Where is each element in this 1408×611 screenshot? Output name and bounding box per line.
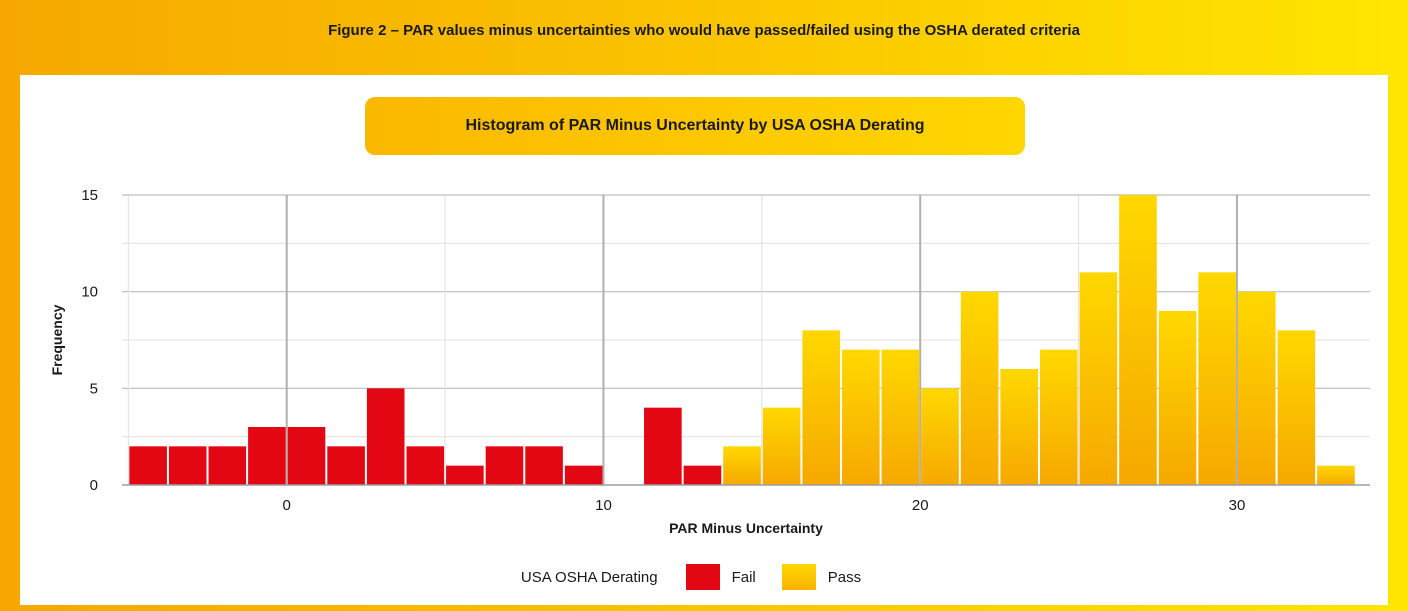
x-tick-label: 20 bbox=[912, 497, 929, 514]
bar-pass bbox=[1277, 330, 1316, 485]
bar-fail bbox=[485, 446, 524, 485]
legend-item-pass: Pass bbox=[781, 564, 862, 590]
x-tick-label: 10 bbox=[595, 497, 612, 514]
bar-pass bbox=[1119, 195, 1157, 485]
legend-swatch-pass bbox=[781, 564, 816, 590]
bar-pass bbox=[1237, 291, 1276, 485]
bar-fail bbox=[446, 465, 484, 485]
figure-caption: Figure 2 – PAR values minus uncertaintie… bbox=[328, 22, 1080, 39]
bar-fail bbox=[564, 465, 603, 485]
x-axis-title: PAR Minus Uncertainty bbox=[669, 520, 823, 536]
x-tick-label: 0 bbox=[283, 497, 291, 514]
legend-item-fail: Fail bbox=[685, 564, 756, 590]
bar-fail bbox=[248, 427, 286, 485]
bar-pass bbox=[1039, 349, 1078, 485]
bar-pass bbox=[802, 330, 841, 485]
bar-pass bbox=[921, 388, 959, 485]
legend-label-fail: Fail bbox=[731, 568, 756, 586]
bar-fail bbox=[208, 446, 247, 485]
y-tick-label: 15 bbox=[81, 187, 98, 204]
bar-pass bbox=[881, 349, 920, 485]
bar-fail bbox=[683, 465, 722, 485]
bars bbox=[129, 195, 1355, 485]
bar-pass bbox=[1000, 369, 1038, 485]
bar-pass bbox=[1317, 465, 1355, 485]
bar-pass bbox=[1198, 272, 1236, 485]
bar-pass bbox=[723, 446, 761, 485]
legend-swatch-fail bbox=[685, 564, 720, 590]
y-axis-title: Frequency bbox=[49, 304, 65, 375]
bar-fail bbox=[327, 446, 365, 485]
bar-fail bbox=[168, 446, 207, 485]
bar-pass bbox=[1079, 272, 1118, 485]
bar-fail bbox=[644, 407, 682, 485]
bar-pass bbox=[1158, 311, 1197, 485]
chart-panel: Histogram of PAR Minus Uncertainty by US… bbox=[20, 75, 1388, 605]
bar-fail bbox=[525, 446, 563, 485]
bar-fail bbox=[287, 427, 326, 485]
axes: 0 5 10 15 0 10 20 30 PAR Minus Uncertainty Freque… bbox=[49, 187, 1370, 536]
legend-title: USA OSHA Derating bbox=[520, 568, 658, 586]
histogram-chart: 0 5 10 15 0 10 20 30 PAR Minus Uncertainty Freque… bbox=[49, 187, 1370, 536]
x-tick-label: 30 bbox=[1229, 497, 1246, 514]
chart-title: Histogram of PAR Minus Uncertainty by US… bbox=[465, 117, 925, 134]
chart-title-box: Histogram of PAR Minus Uncertainty by US… bbox=[365, 97, 1025, 155]
y-tick-label: 10 bbox=[81, 284, 98, 301]
bar-pass bbox=[960, 291, 999, 485]
legend: USA OSHA Derating Fail Pass bbox=[20, 562, 1388, 592]
bar-pass bbox=[762, 407, 801, 485]
legend-label-pass: Pass bbox=[827, 568, 862, 586]
y-tick-label: 0 bbox=[90, 477, 98, 494]
bar-pass bbox=[842, 349, 880, 485]
bar-fail bbox=[366, 388, 405, 485]
y-tick-label: 5 bbox=[90, 380, 98, 397]
bar-fail bbox=[406, 446, 445, 485]
bar-fail bbox=[129, 446, 167, 485]
